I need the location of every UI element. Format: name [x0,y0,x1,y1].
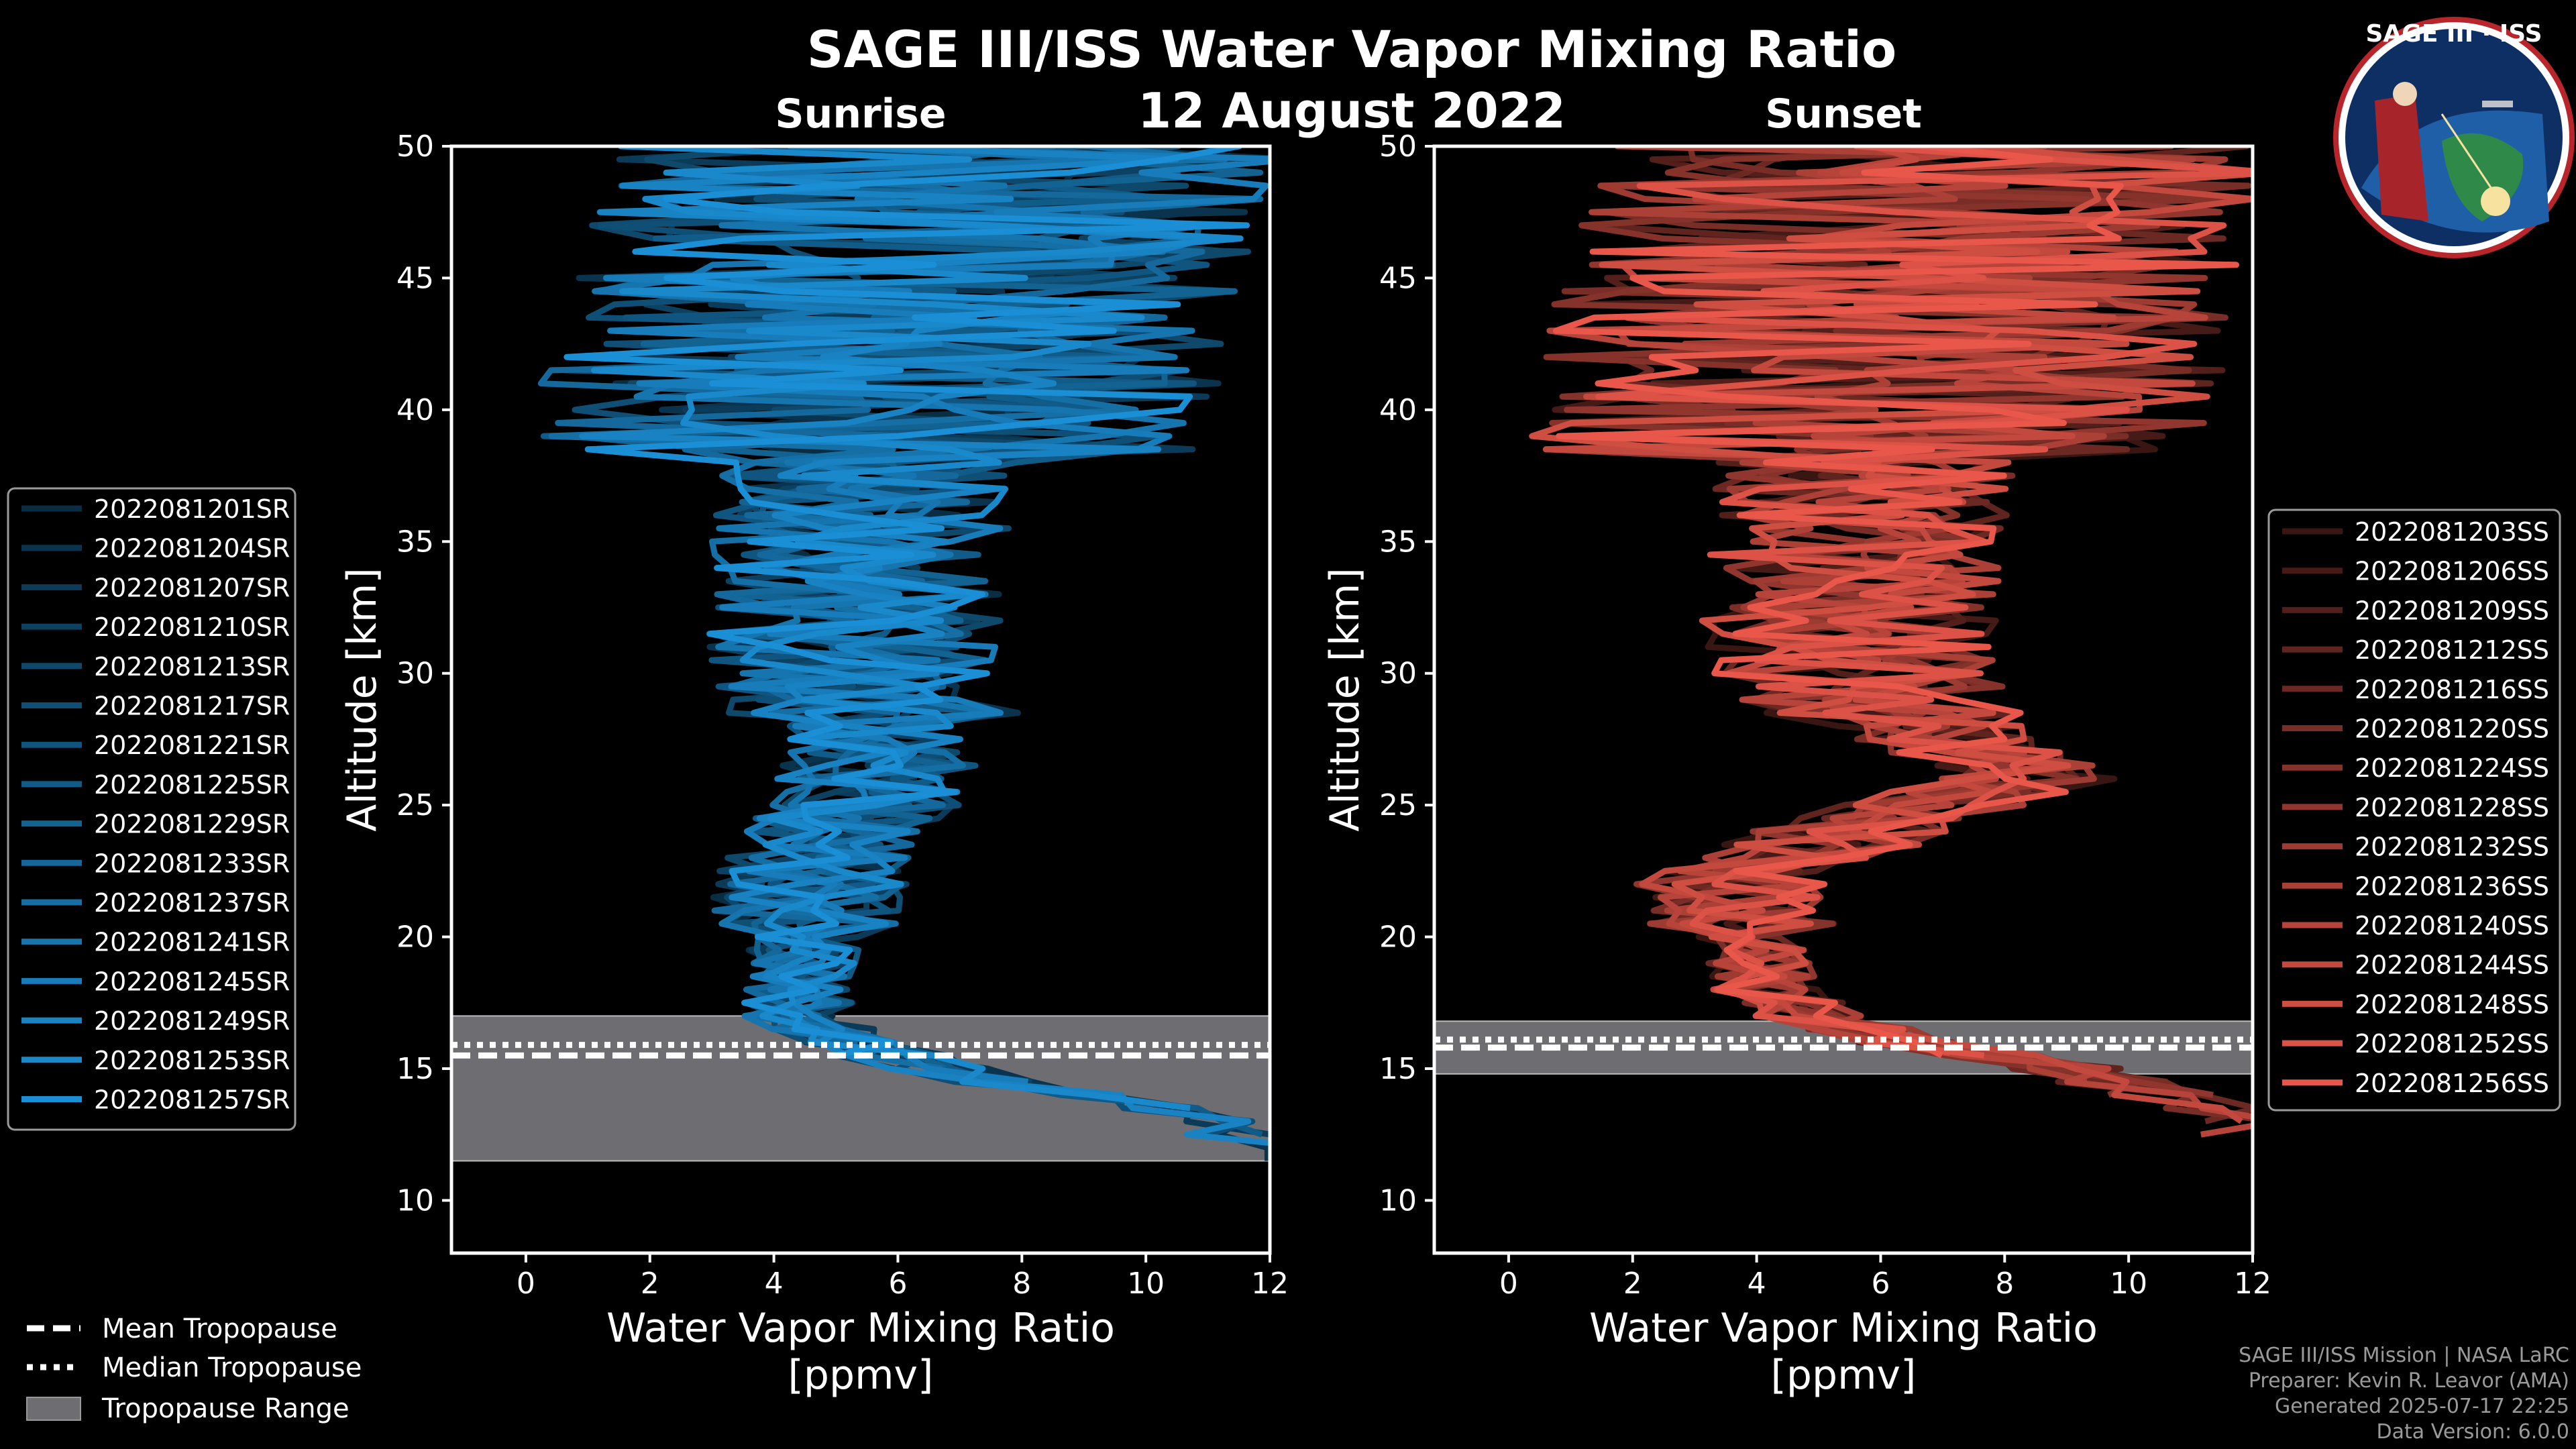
sunset-y-tick-label: 45 [1379,261,1417,295]
sunrise-y-tick-label: 45 [396,261,434,295]
sunset-y-axis-label: Altitude [km] [1322,568,1368,832]
sunset-y-tick-label: 25 [1379,788,1417,822]
sunrise-y-tick-label: 50 [396,129,434,164]
sunrise-legend-label: 2022081249SR [94,1006,290,1036]
sunrise-legend-label: 2022081241SR [94,928,290,957]
sunset-legend-label: 2022081203SS [2355,517,2549,547]
sunrise-x-tick-label: 4 [765,1267,784,1301]
sage-iii-iss-logo: SAGE III · ISS [2333,17,2575,258]
figure-date: 12 August 2022 [1138,83,1566,139]
sunrise-legend-label: 2022081207SR [94,573,290,602]
median-tropopause-label: Median Tropopause [102,1352,362,1383]
sunset-y-tick-label: 40 [1379,393,1417,427]
sunrise-x-tick-label: 0 [517,1267,535,1301]
sunset-y-tick-label: 15 [1379,1052,1417,1086]
sunset-legend-label: 2022081240SS [2355,911,2549,941]
sunrise-legend-label: 2022081229SR [94,810,290,839]
sunrise-axes-frame [449,144,1272,1255]
sunset-profile-2022081256SS [1553,146,2239,1059]
sunset-x-tick-label: 10 [2110,1267,2147,1301]
tropopause-legend: Mean Tropopause Median Tropopause Tropop… [26,1313,362,1424]
sunrise-legend-label: 2022081201SR [94,494,290,524]
credits: SAGE III/ISS Mission | NASA LaRC Prepare… [2239,1343,2569,1445]
sunset-y-tick-label: 50 [1379,129,1417,164]
sunrise-y-tick-label: 30 [396,657,434,691]
sunset-profile-2022081252SS [1564,146,2253,1059]
sunset-legend-label: 2022081224SS [2355,753,2549,783]
sunset-y-tick-label: 10 [1379,1183,1417,1218]
sunset-x-tick-label: 8 [1995,1267,2014,1301]
sunset-profile-2022081232SS [1597,146,2229,1072]
sunset-legend-label: 2022081256SS [2355,1069,2549,1098]
sunrise-legend-label: 2022081225SR [94,770,290,800]
sunset-legend-label: 2022081206SS [2355,557,2549,586]
sunset-legend-label: 2022081232SS [2355,833,2549,862]
mean-tropopause-label: Mean Tropopause [102,1313,337,1344]
sunset-y-tick-label: 35 [1379,525,1417,559]
tropopause-range-label: Tropopause Range [101,1393,350,1424]
sunrise-x-tick-label: 12 [1251,1267,1289,1301]
sunrise-y-tick-label: 25 [396,788,434,822]
sunrise-legend-label: 2022081257SR [94,1085,290,1115]
figure-title: SAGE III/ISS Water Vapor Mixing Ratio [807,19,1897,79]
sunset-series-legend: 2022081203SS 2022081206SS 2022081209SS 2022… [2267,508,2561,1112]
sunrise-legend-label: 2022081221SR [94,731,290,760]
sunset-plot: 0 2 4 6 8 10 12 10 15 20 25 30 35 40 45 50 Altitude [km… [1322,129,2271,1399]
sunrise-y-tick-label: 20 [396,920,434,955]
credit-preparer: Preparer: Kevin R. Leavor (AMA) [2248,1369,2569,1393]
sunset-legend-label: 2022081252SS [2355,1029,2549,1059]
sunset-legend-label: 2022081216SS [2355,675,2549,704]
sunrise-plot: 0 2 4 6 8 10 12 10 15 20 25 30 35 40 45 50 Altitude [km… [339,129,1289,1399]
sunset-y-tick-label: 30 [1379,657,1417,691]
sunrise-x-tick-label: 6 [888,1267,907,1301]
sunset-legend-label: 2022081248SS [2355,989,2549,1019]
sunset-legend-label: 2022081209SS [2355,596,2549,625]
sunrise-y-tick-label: 15 [396,1052,434,1086]
sunrise-legend-label: 2022081237SR [94,888,290,918]
sunrise-profile-2022081257SR [564,146,1250,1059]
sunrise-y-tick-label: 40 [396,393,434,427]
sunset-x-tick-label: 12 [2234,1267,2271,1301]
sunrise-series-legend: 2022081201SR 2022081204SR 2022081207SR 2022… [7,487,297,1131]
sunset-x-tick-label: 6 [1871,1267,1890,1301]
sunrise-x-tick-label: 2 [641,1267,659,1301]
tropopause-range-swatch [26,1397,81,1421]
sunrise-legend-label: 2022081253SR [94,1046,290,1075]
logo-text: SAGE III · ISS [2365,20,2542,48]
sunset-profile-2022081248SS [1529,146,2253,1057]
sunset-y-tick-label: 20 [1379,920,1417,955]
sunset-x-tick-label: 0 [1499,1267,1518,1301]
sunrise-y-tick-label: 10 [396,1183,434,1218]
sunset-panel-title: Sunset [1765,91,1922,138]
sunrise-y-axis-label: Altitude [km] [339,568,386,832]
sunrise-x-tick-label: 10 [1127,1267,1165,1301]
sunrise-legend-label: 2022081233SR [94,849,290,878]
sunrise-y-tick-label: 35 [396,525,434,559]
sunrise-legend-label: 2022081210SR [94,612,290,642]
sunset-x-axis-label: Water Vapor Mixing Ratio [ppmv] [1589,1305,2098,1399]
sunset-legend-label: 2022081236SS [2355,871,2549,901]
sunset-legend-label: 2022081220SS [2355,714,2549,744]
sunrise-legend-label: 2022081204SR [94,534,290,564]
sunset-legend-label: 2022081228SS [2355,793,2549,822]
sunrise-panel-title: Sunrise [775,91,946,138]
sunrise-legend-label: 2022081213SR [94,652,290,682]
sunrise-profile-2022081253SR [591,146,1244,1112]
sunset-legend-label: 2022081244SS [2355,951,2549,980]
sunset-x-tick-label: 2 [1623,1267,1642,1301]
sunrise-x-axis-label: Water Vapor Mixing Ratio [ppmv] [606,1305,1115,1399]
sunrise-legend-label: 2022081245SR [94,967,290,996]
sunset-legend-label: 2022081212SS [2355,635,2549,665]
credit-mission: SAGE III/ISS Mission | NASA LaRC [2239,1344,2569,1367]
sunrise-legend-label: 2022081217SR [94,692,290,721]
sunset-x-tick-label: 4 [1748,1267,1766,1301]
sunrise-x-tick-label: 8 [1012,1267,1031,1301]
credit-generated: Generated 2025-07-17 22:25 [2274,1395,2569,1418]
sunset-profile-2022081240SS [1546,146,2253,1138]
credit-version: Data Version: 6.0.0 [2376,1420,2569,1444]
sunset-axes-frame [1432,144,2255,1255]
